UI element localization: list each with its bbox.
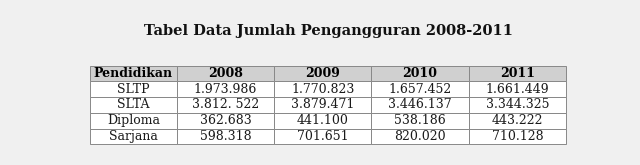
- Text: Tabel Data Jumlah Pengangguran 2008-2011: Tabel Data Jumlah Pengangguran 2008-2011: [143, 24, 513, 38]
